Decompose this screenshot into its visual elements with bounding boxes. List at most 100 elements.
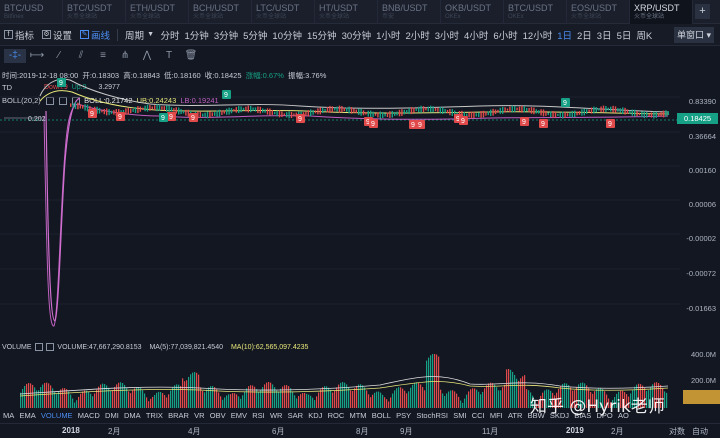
indicator-item[interactable]: PSY	[396, 411, 412, 420]
period-option[interactable]: 分时	[160, 30, 180, 42]
settings-small-icon[interactable]	[34, 343, 43, 351]
period-option[interactable]: 30分钟	[341, 30, 372, 42]
eye-icon[interactable]	[45, 97, 54, 106]
period-option[interactable]: 1分钟	[184, 30, 209, 42]
indicator-item[interactable]: ATR	[507, 411, 523, 420]
fibonacci-icon[interactable]: ≡	[100, 50, 106, 61]
period-option[interactable]: 5分钟	[243, 30, 268, 42]
trend-line-icon[interactable]: ∕	[58, 50, 60, 61]
price-axis[interactable]: 0.83390 0.36664 0.00160 0.00006 -0.00002 -0.0…	[680, 66, 720, 338]
log-scale-button[interactable]: 对数	[669, 427, 685, 436]
indicator-item[interactable]: DMI	[105, 411, 119, 420]
period-option[interactable]: 15分钟	[306, 30, 337, 42]
volume-bar	[474, 388, 476, 408]
period-option[interactable]: 10分钟	[272, 30, 302, 42]
period-option[interactable]: 3分钟	[213, 30, 239, 42]
period-option[interactable]: 12小时	[522, 30, 553, 42]
indicator-item[interactable]: VR	[194, 411, 205, 420]
market-tab[interactable]: BNB/USDT 币安	[378, 0, 441, 24]
market-tab[interactable]: XRP/USDT 火币全球站	[630, 0, 693, 24]
candle	[463, 111, 465, 118]
volume-bar	[480, 394, 482, 408]
indicator-item[interactable]: CCI	[471, 411, 485, 420]
period-option[interactable]: 4小时	[464, 30, 489, 42]
pitchfork-icon[interactable]: ⋔	[120, 50, 130, 61]
boll-line: BOLL(20,2) BOLL:0.21742 UB:0.24243 LB:0.…	[2, 96, 219, 106]
indicator-item[interactable]: BIAS	[574, 411, 592, 420]
indicator-item[interactable]: EMA	[19, 411, 36, 420]
market-tab[interactable]: BTC/USD Bitfinex	[0, 0, 63, 24]
indicator-item[interactable]: MTM	[349, 411, 367, 420]
auto-scale-button[interactable]: 自动	[692, 427, 708, 436]
add-tab-button[interactable]: +	[695, 4, 710, 19]
indicator-item[interactable]: SKDJ	[549, 411, 570, 420]
period-option[interactable]: 6小时	[493, 30, 518, 42]
indicator-item[interactable]: StochRSI	[416, 411, 448, 420]
period-option[interactable]: 5日	[616, 30, 632, 42]
indicator-item[interactable]: MACD	[77, 411, 100, 420]
period-dropdown[interactable]: 周期 ▼	[125, 30, 154, 42]
volume-bar	[598, 388, 600, 408]
close-icon[interactable]	[46, 343, 55, 351]
market-tab[interactable]: BCH/USDT 火币全球站	[189, 0, 252, 24]
market-tab[interactable]: OKB/USDT OKEx	[441, 0, 504, 24]
indicator-item[interactable]: DMA	[123, 411, 141, 420]
indicator-item[interactable]: AO	[617, 411, 629, 420]
volume-bar	[114, 386, 116, 408]
volume-bar	[244, 391, 246, 408]
indicator-item[interactable]: KDJ	[308, 411, 323, 420]
indicator-item[interactable]: BOLL	[371, 411, 391, 420]
indicator-button[interactable]: f 指标	[0, 24, 38, 46]
indicator-item[interactable]: BRAR	[168, 411, 189, 420]
volume-bar	[144, 393, 146, 408]
candle	[478, 112, 480, 117]
period-option[interactable]: 周K	[636, 30, 653, 42]
window-select[interactable]: 单窗口 ▾	[674, 27, 714, 43]
channel-icon[interactable]: ⫽	[78, 50, 84, 61]
volume-bar	[632, 389, 634, 408]
period-option[interactable]: 2小时	[405, 30, 430, 42]
candle	[475, 113, 477, 117]
indicator-item[interactable]: OBV	[209, 411, 226, 420]
indicator-item[interactable]: RSI	[252, 411, 265, 420]
indicator-item[interactable]: DPO	[596, 411, 613, 420]
chart-toolbar: f 指标 ⚙ 设置 ✎ 画线 周期 ▼ 分时 1分钟 3分钟 5分钟 10分钟 15分钟 30分钟 1…	[0, 24, 720, 46]
indicator-item[interactable]: SMI	[453, 411, 467, 420]
indicator-item[interactable]: MFI	[489, 411, 503, 420]
indicator-item[interactable]: EMV	[230, 411, 248, 420]
period-option[interactable]: 3日	[596, 30, 612, 42]
candle	[168, 105, 170, 113]
period-option[interactable]: 3小时	[434, 30, 460, 42]
ray-icon[interactable]: ⟼	[29, 50, 45, 61]
market-tab[interactable]: LTC/USDT 火币全球站	[252, 0, 315, 24]
candle	[286, 112, 288, 118]
crosshair-icon[interactable]: -‡-	[4, 49, 26, 63]
indicator-item[interactable]: SAR	[287, 411, 304, 420]
trash-icon[interactable]: 🗑	[184, 50, 198, 61]
period-option[interactable]: 2日	[577, 30, 592, 42]
market-tab[interactable]: ETH/USDT 火币全球站	[126, 0, 189, 24]
market-tab[interactable]: HT/USDT 火币全球站	[315, 0, 378, 24]
pattern-icon[interactable]: ⋀	[142, 50, 152, 61]
candle	[542, 109, 545, 117]
period-option[interactable]: 1日	[557, 30, 572, 42]
candle	[163, 106, 165, 111]
indicator-item[interactable]: MA	[3, 411, 15, 420]
settings-small-icon[interactable]	[58, 97, 67, 106]
volume-chart[interactable]	[0, 352, 680, 408]
market-tab[interactable]: EOS/USDT 火币全球站	[567, 0, 630, 24]
market-tab[interactable]: BTC/USDT 火币全球站	[63, 0, 126, 24]
indicator-item[interactable]: VOLUME	[40, 411, 73, 420]
volume-bar	[52, 388, 54, 408]
period-option[interactable]: 1小时	[376, 30, 401, 42]
market-tab[interactable]: BTC/USDT OKEx	[504, 0, 567, 24]
draw-button[interactable]: ✎ 画线	[80, 30, 111, 42]
indicator-item[interactable]: ROC	[327, 411, 345, 420]
indicator-item[interactable]: TRIX	[145, 411, 163, 420]
candle	[566, 113, 569, 117]
settings-button[interactable]: ⚙ 设置	[42, 30, 73, 42]
indicator-item[interactable]: WR	[269, 411, 283, 420]
indicator-item[interactable]: BBW	[527, 411, 545, 420]
text-tool-icon[interactable]: T	[165, 50, 173, 61]
